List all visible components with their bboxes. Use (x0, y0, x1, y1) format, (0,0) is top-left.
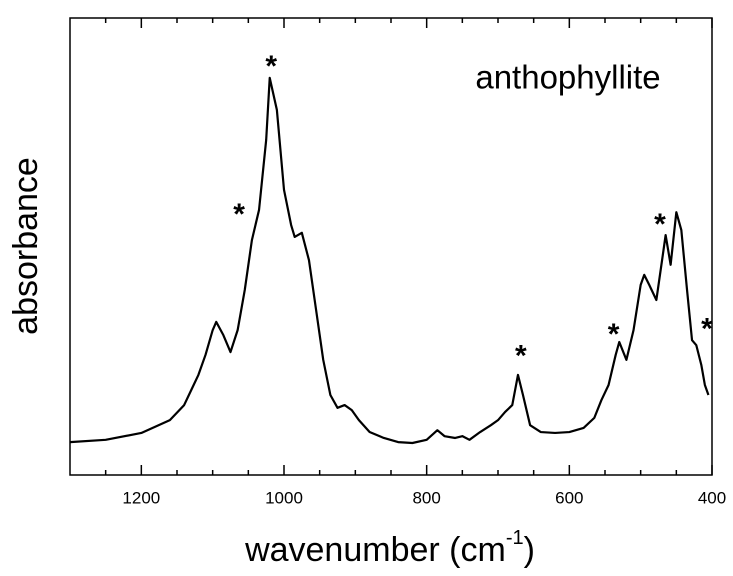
peak-marker: * (654, 208, 666, 241)
peak-marker: * (233, 198, 245, 231)
peak-marker: * (265, 50, 277, 83)
x-label-part: wavenumber (cm (244, 531, 506, 569)
x-tick-label: 400 (698, 488, 726, 507)
y-axis-label: absorbance (7, 157, 45, 335)
spectrum-line (69, 76, 710, 445)
x-tick-label: 1200 (122, 488, 160, 507)
x-tick-label: 800 (412, 488, 440, 507)
peak-marker: * (701, 313, 713, 346)
peak-marker: * (515, 340, 527, 373)
peak-marker: * (608, 318, 620, 351)
annotation: anthophyllite (475, 59, 660, 96)
x-label-superscript: -1 (506, 527, 524, 549)
x-tick-label: 600 (555, 488, 583, 507)
x-tick-label: 1000 (265, 488, 303, 507)
x-label-part: ) (524, 531, 535, 569)
x-axis-label: wavenumber (cm-1) (244, 527, 535, 569)
